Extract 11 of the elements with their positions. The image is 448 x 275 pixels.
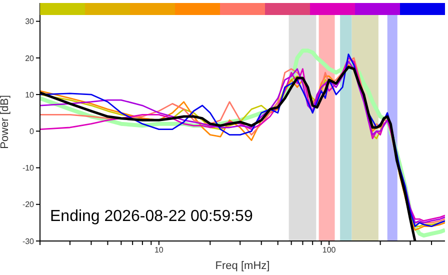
x-tick-label: 100 (322, 246, 336, 255)
x-axis-title: Freq [mHz] (215, 260, 270, 272)
y-tick-label: 20 (25, 54, 35, 63)
y-tick-label: 30 (25, 17, 35, 26)
y-tick-label: -30 (22, 236, 35, 246)
y-tick-label: -20 (22, 200, 35, 210)
y-tick-label: -10 (22, 164, 35, 173)
y-tick-label: 0 (30, 126, 35, 136)
y-tick-label: 10 (25, 90, 35, 100)
y-axis-title: Power [dB] (0, 95, 11, 149)
annotation: Ending 2026-08-22 00:59:59 (50, 208, 253, 226)
